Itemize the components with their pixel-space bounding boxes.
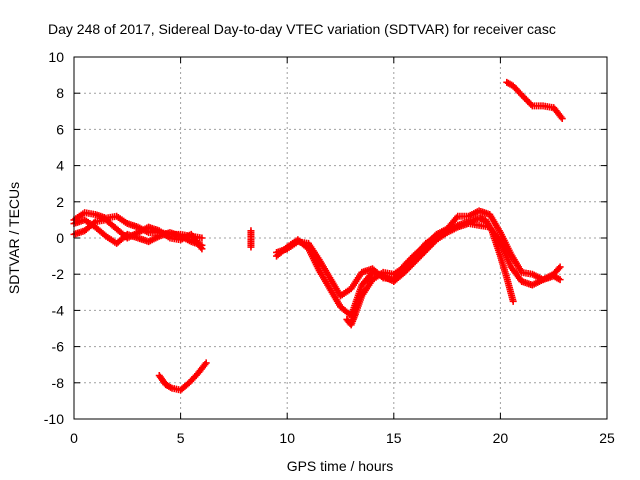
data-marks — [70, 78, 566, 394]
series-arc5 — [247, 227, 255, 251]
y-tick-label: -10 — [44, 411, 64, 427]
y-tick-label: -4 — [52, 302, 65, 318]
y-tick-label: 0 — [56, 230, 64, 246]
series-arc9 — [503, 78, 566, 123]
y-tick-label: 4 — [56, 158, 64, 174]
data-point — [90, 219, 98, 227]
chart-title: Day 248 of 2017, Sidereal Day-to-day VTE… — [48, 21, 556, 37]
data-point — [202, 359, 210, 367]
y-tick-label: 8 — [56, 85, 64, 101]
y-tick-label: 6 — [56, 121, 64, 137]
x-tick-label: 10 — [279, 430, 295, 446]
y-tick-label: 10 — [48, 49, 64, 65]
series-arc4 — [155, 359, 210, 394]
x-tick-label: 25 — [599, 430, 615, 446]
x-tick-label: 0 — [70, 430, 78, 446]
data-point — [555, 264, 563, 272]
data-point — [558, 115, 566, 123]
y-tick-label: -2 — [52, 266, 65, 282]
data-point — [247, 243, 255, 251]
data-point — [198, 245, 206, 253]
data-point — [556, 276, 564, 284]
y-axis-label: SDTVAR / TECUs — [6, 182, 22, 294]
series-arc8 — [343, 214, 517, 329]
series-arc3 — [70, 216, 206, 253]
x-tick-label: 5 — [177, 430, 185, 446]
x-tick-labels: 0 5 10 15 20 25 — [70, 430, 615, 446]
data-point — [198, 234, 206, 242]
data-point — [556, 263, 564, 271]
y-tick-labels: -10 -8 -6 -4 -2 0 2 4 6 8 10 — [44, 49, 64, 427]
y-tick-label: -8 — [52, 375, 65, 391]
grid — [74, 57, 607, 419]
plot-frame — [73, 56, 608, 420]
y-tick-label: 2 — [56, 194, 64, 210]
y-tick-label: -6 — [52, 339, 65, 355]
x-tick-label: 20 — [493, 430, 509, 446]
x-tick-label: 15 — [386, 430, 402, 446]
x-axis-label: GPS time / hours — [287, 458, 394, 474]
data-point — [509, 297, 517, 305]
